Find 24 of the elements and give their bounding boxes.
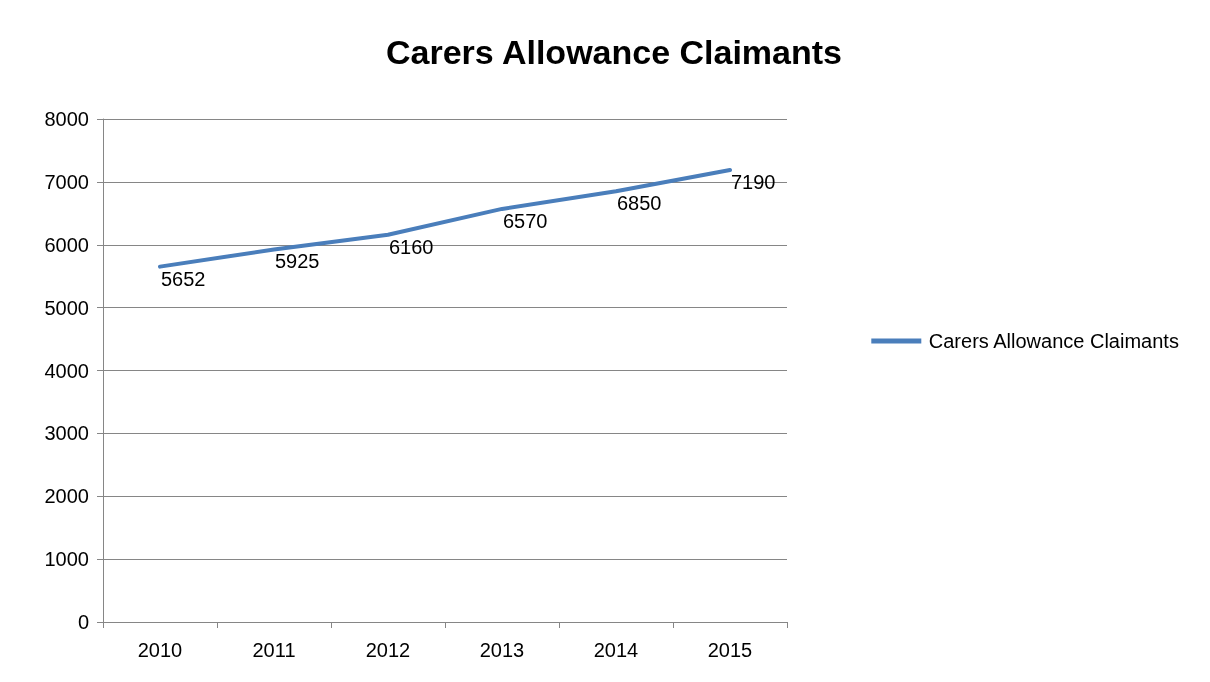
- x-tick-label: 2012: [365, 639, 411, 661]
- data-label: 5652: [161, 267, 206, 290]
- x-tick-label: 2011: [252, 639, 296, 661]
- y-tick-label: 1000: [44, 548, 89, 571]
- y-tick-label: 6000: [44, 233, 89, 256]
- y-tick-label: 7000: [44, 170, 89, 193]
- legend-label: Carers Allowance Claimants: [928, 330, 1179, 352]
- data-label: 6570: [503, 209, 548, 232]
- y-tick-label: 3000: [44, 422, 89, 445]
- x-tick-label: 2014: [593, 639, 639, 661]
- y-tick-label: 2000: [44, 485, 89, 508]
- y-tick-label: 5000: [44, 296, 89, 319]
- chart-title: Carers Allowance Claimants: [385, 33, 843, 71]
- data-label: 6160: [389, 235, 434, 258]
- x-tick-label: 2015: [707, 639, 753, 661]
- x-tick-label: 2013: [479, 639, 525, 661]
- y-tick-label: 4000: [44, 359, 89, 382]
- line-series: [158, 167, 732, 269]
- data-label: 6850: [617, 192, 662, 215]
- data-label: 7190: [731, 170, 776, 193]
- y-tick-label: 0: [77, 611, 89, 633]
- x-tick-label: 2010: [137, 639, 183, 661]
- y-tick-label: 8000: [44, 108, 89, 130]
- data-label: 5925: [275, 250, 320, 273]
